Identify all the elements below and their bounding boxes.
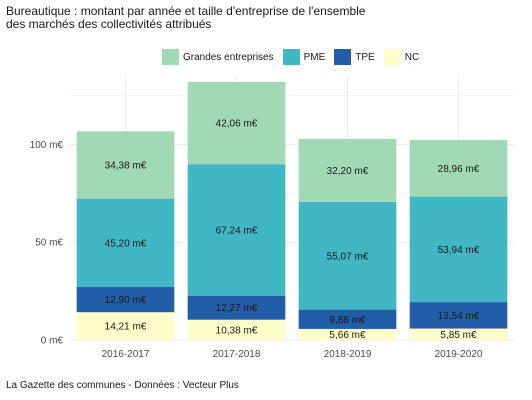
legend-swatch-nc — [383, 49, 401, 65]
bar-layer — [76, 81, 508, 340]
bar-segment-grandes-entreprises — [298, 138, 397, 202]
y-tick-label: 0 m€ — [41, 336, 64, 347]
data-label-tpe: 9,88 m€ — [329, 315, 366, 326]
bar-segment-tpe — [298, 309, 397, 329]
bar-segment-pme — [187, 164, 286, 296]
data-label-grandes-entreprises: 34,38 m€ — [105, 160, 147, 171]
data-label-tpe: 12,27 m€ — [216, 303, 258, 314]
data-label-nc: 10,38 m€ — [216, 325, 258, 336]
bar-segment-pme — [76, 198, 175, 287]
bar-segment-nc — [76, 312, 175, 340]
legend-swatch-pme — [282, 49, 300, 65]
bar-segment-grandes-entreprises — [187, 81, 286, 165]
data-label-grandes-entreprises: 32,20 m€ — [327, 166, 369, 177]
legend-item-tpe: TPE — [334, 49, 375, 65]
legend-swatch-grandes-entreprises — [162, 49, 179, 65]
legend-item-nc: NC — [383, 49, 420, 65]
legend-item-pme: PME — [282, 49, 326, 65]
legend: Grandes entreprises PME TPE NC — [162, 49, 428, 65]
legend-label-pme: PME — [303, 51, 326, 63]
legend-item-grandes-entreprises: Grandes entreprises — [162, 49, 274, 65]
data-label-pme: 55,07 m€ — [327, 251, 369, 262]
data-label-grandes-entreprises: 28,96 m€ — [438, 164, 480, 175]
data-label-tpe: 12,90 m€ — [105, 295, 147, 306]
label-layer: 14,21 m€ 12,90 m€ 45,20 m€ 34,38 m€ 10,38 m€… — [105, 119, 480, 341]
bar-segment-tpe — [76, 286, 175, 313]
data-label-nc: 5,66 m€ — [329, 330, 366, 341]
bar-segment-tpe — [409, 302, 508, 329]
bar-segment-grandes-entreprises — [76, 131, 175, 199]
x-tick-label: 2017-2018 — [213, 349, 261, 360]
source-caption: La Gazette des communes - Données : Vect… — [6, 380, 239, 391]
legend-label-nc: NC — [404, 51, 420, 63]
bar-segment-grandes-entreprises — [409, 139, 508, 197]
chart-title-line-2: des marchés des collectivités attribués — [6, 17, 212, 31]
x-tick-label: 2018-2019 — [324, 349, 372, 360]
data-label-grandes-entreprises: 42,06 m€ — [216, 119, 258, 130]
y-tick-label: 100 m€ — [30, 140, 64, 151]
data-label-nc: 14,21 m€ — [105, 322, 147, 333]
data-label-pme: 45,20 m€ — [105, 238, 147, 249]
bar-segment-nc — [298, 328, 397, 340]
data-label-nc: 5,85 m€ — [440, 330, 477, 341]
bar-segment-tpe — [187, 295, 286, 320]
data-label-pme: 67,24 m€ — [216, 225, 258, 236]
legend-swatch-tpe — [334, 49, 352, 65]
data-label-pme: 53,94 m€ — [438, 245, 480, 256]
chart-title: Bureautique : montant par année et taill… — [6, 5, 365, 31]
y-tick-label: 50 m€ — [35, 238, 63, 249]
x-tick-label: 2019-2020 — [435, 349, 483, 360]
bar-segment-pme — [409, 196, 508, 303]
bar-segment-nc — [187, 319, 286, 340]
bar-segment-nc — [409, 328, 508, 340]
data-label-tpe: 13,54 m€ — [438, 311, 480, 322]
bar-segment-pme — [298, 201, 397, 310]
legend-label-tpe: TPE — [355, 51, 375, 63]
x-tick-label: 2016-2017 — [102, 349, 150, 360]
legend-label-grandes-entreprises: Grandes entreprises — [183, 51, 274, 63]
axis-layer: 0 m€ 50 m€ 100 m€ 2016-2017 2017-2018 2018-20… — [30, 140, 483, 360]
chart-title-line-1: Bureautique : montant par année et taill… — [6, 4, 366, 18]
